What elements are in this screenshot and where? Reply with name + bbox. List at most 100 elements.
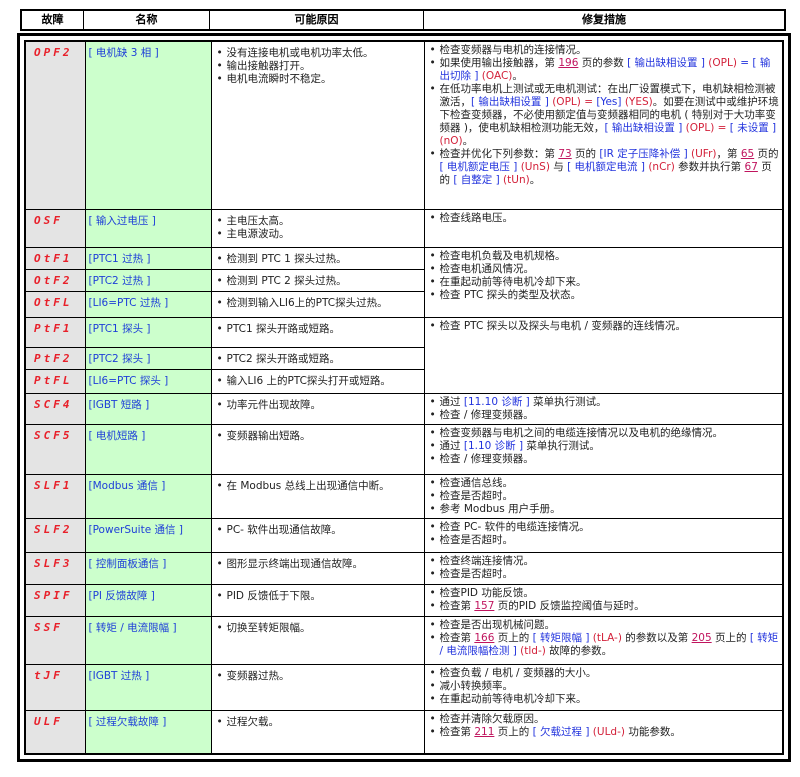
cause-list: PID 反馈低于下限。	[215, 590, 421, 603]
possible-causes: 功率元件出现故障。	[210, 392, 425, 425]
table-row: SCF4[IGBT 短路 ]功率元件出现故障。通过 [11.10 诊断 ] 菜单…	[24, 392, 784, 425]
possible-causes: 过程欠载。	[210, 709, 425, 755]
remedy-list: 检查电机负载及电机规格。检查电机通风情况。在重起动前等待电机冷却下来。检查 PT…	[428, 250, 780, 302]
remedy-cell: 检查PID 功能反馈。检查第 157 页的PID 反馈监控阈值与延时。	[423, 583, 784, 617]
cause-item: 电机电流瞬时不稳定。	[215, 73, 421, 86]
remedy-item: 检查PID 功能反馈。	[428, 587, 780, 600]
remedy-item: 检查电机负载及电机规格。	[428, 250, 780, 263]
table-row: OtF1[PTC1 过热 ]检测到 PTC 1 探头过热。检查电机负载及电机规格…	[24, 246, 784, 318]
parameter-name: = [ 输出切除 ]	[439, 57, 771, 82]
remedy-item: 检查 PTC 探头以及探头与电机 / 变频器的连线情况。	[428, 320, 780, 333]
table-row: SSF[ 转矩 / 电流限幅 ]切换至转矩限幅。检查是否出现机械问题。检查第 1…	[24, 615, 784, 665]
remedy-text: 菜单执行测试。	[529, 395, 607, 408]
remedy-text: 页的	[754, 148, 779, 160]
fault-name: [LI6=PTC 探头 ]	[84, 368, 212, 394]
header-cause: 可能原因	[210, 11, 424, 29]
parameter-name: [ 输出缺相设置 ]	[627, 57, 705, 69]
possible-causes: 变频器过热。	[210, 663, 425, 711]
table-row: ULF[ 过程欠载故障 ]过程欠载。检查并清除欠载原因。检查第 211 页上的 …	[24, 709, 784, 755]
remedy-text: 检查通信总线。	[439, 476, 514, 489]
cause-item: 主电压太高。	[215, 215, 421, 228]
remedy-list: 检查 PTC 探头以及探头与电机 / 变频器的连线情况。	[428, 320, 780, 333]
fault-code: OPF2	[24, 40, 86, 210]
remedy-text: ，第	[716, 148, 741, 160]
possible-causes: 切换至转矩限幅。	[210, 615, 425, 665]
fault-table: OPF2[ 电机缺 3 相 ]没有连接电机或电机功率太低。输出接触器打开。电机电…	[24, 40, 784, 755]
remedy-cell: 检查线路电压。	[423, 208, 784, 248]
remedy-item: 检查并优化下列参数：第 73 页的 [IR 定子压降补偿 ] (UFr)，第 6…	[428, 148, 780, 187]
parameter-name: [1.10 诊断 ]	[463, 439, 524, 452]
parameter-name: [IR 定子压降补偿 ]	[599, 148, 688, 160]
possible-causes: 输入LI6 上的PTC探头打开或短路。	[210, 368, 425, 394]
fault-name: [PTC2 探头 ]	[84, 346, 212, 370]
table-row: SCF5[ 电机短路 ]变频器输出短路。检查变频器与电机之间的电缆连接情况以及电…	[24, 423, 784, 475]
fault-name: [ 控制面板通信 ]	[84, 551, 212, 585]
fault-code: SSF	[24, 615, 86, 665]
cause-list: 在 Modbus 总线上出现通信中断。	[215, 480, 421, 493]
cause-item: 图形显示终端出现通信故障。	[215, 558, 421, 571]
remedy-text: 在重起动前等待电机冷却下来。	[439, 275, 587, 288]
parameter-code: (nCr)	[644, 161, 675, 173]
table-row: SLF1[Modbus 通信 ]在 Modbus 总线上出现通信中断。检查通信总…	[24, 473, 784, 519]
fault-code: ULF	[24, 709, 86, 755]
parameter-name: [Yes]	[596, 96, 622, 108]
remedy-text: 检查终端连接情况。	[439, 554, 535, 567]
fault-name: [PI 反馈故障 ]	[84, 583, 212, 617]
remedy-text: 参考 Modbus 用户手册。	[439, 502, 561, 515]
table-row: PtF1[PTC1 探头 ]PTC1 探头开路或短路。 检查 PTC 探头以及探头…	[24, 316, 784, 394]
remedy-text: 检查负载 / 电机 / 变频器的大小。	[439, 666, 597, 679]
cause-item: 功率元件出现故障。	[215, 399, 421, 412]
remedy-item: 检查线路电压。	[428, 212, 780, 225]
fault-code: SLF3	[24, 551, 86, 585]
remedy-list: 检查终端连接情况。检查是否超时。	[428, 555, 780, 581]
cause-list: 检测到 PTC 1 探头过热。	[215, 253, 421, 266]
remedy-text: 检查线路电压。	[439, 211, 514, 224]
remedy-item: 检查变频器与电机的连接情况。	[428, 44, 780, 57]
parameter-code: (YES)	[621, 96, 653, 108]
parameter-code: (UnS)	[517, 161, 550, 173]
possible-causes: 检测到输入LI6上的PTC探头过热。	[210, 290, 425, 318]
remedy-text: 检查电机通风情况。	[439, 262, 535, 275]
remedy-text: 页的	[571, 148, 600, 160]
cause-item: 切换至转矩限幅。	[215, 622, 421, 635]
remedy-cell: 检查终端连接情况。检查是否超时。	[423, 551, 784, 585]
cause-list: 输入LI6 上的PTC探头打开或短路。	[215, 375, 421, 388]
remedy-text: 在重起动前等待电机冷却下来。	[439, 692, 587, 705]
remedy-list: 检查 PC- 软件的电缆连接情况。检查是否超时。	[428, 521, 780, 547]
remedy-item: 检查 / 修理变频器。	[428, 409, 780, 422]
parameter-name: [11.10 诊断 ]	[463, 395, 530, 408]
remedy-text: 页的PID 反馈监控阈值与延时。	[494, 599, 645, 612]
remedy-text: 的参数以及第	[621, 631, 692, 644]
remedy-text: 页上的	[494, 725, 533, 738]
page-reference: 73	[558, 148, 572, 160]
parameter-name: [ 转矩限幅 ]	[532, 631, 590, 644]
page-reference: 211	[474, 725, 495, 738]
remedy-text: 页上的	[494, 631, 533, 644]
fault-name: [PowerSuite 通信 ]	[84, 517, 212, 553]
parameter-code: (nO)	[439, 135, 463, 147]
remedy-text: 检查是否超时。	[439, 489, 514, 502]
remedy-text: 检查变频器与电机之间的电缆连接情况以及电机的绝缘情况。	[439, 426, 724, 439]
remedy-text: 检查PID 功能反馈。	[439, 586, 534, 599]
parameter-code: (tUn)	[499, 174, 530, 186]
parameter-code: (OPL) =	[548, 96, 597, 108]
cause-list: 检测到输入LI6上的PTC探头过热。	[215, 297, 421, 310]
remedy-item: 参考 Modbus 用户手册。	[428, 503, 780, 516]
cause-item: 输入LI6 上的PTC探头打开或短路。	[215, 375, 421, 388]
remedy-item: 检查是否超时。	[428, 568, 780, 581]
possible-causes: 主电压太高。主电源波动。	[210, 208, 425, 248]
remedy-text: 故障的参数。	[545, 644, 613, 657]
remedy-text: 页的	[439, 161, 772, 186]
cause-item: PTC1 探头开路或短路。	[215, 323, 421, 336]
table-row: PtFL[LI6=PTC 探头 ]输入LI6 上的PTC探头打开或短路。	[24, 368, 783, 394]
table-row: tJF[IGBT 过热 ]变频器过热。检查负载 / 电机 / 变频器的大小。减小…	[24, 663, 784, 711]
cause-list: PC- 软件出现通信故障。	[215, 524, 421, 537]
remedy-text: 检查是否超时。	[439, 533, 514, 546]
remedy-text: 检查电机负载及电机规格。	[439, 249, 566, 262]
remedy-text: 检查并优化下列参数：第	[439, 148, 559, 160]
cause-item: PID 反馈低于下限。	[215, 590, 421, 603]
remedy-text: 检查变频器与电机的连接情况。	[439, 44, 587, 56]
parameter-name: [ 输出缺相设置 ]	[471, 96, 549, 108]
possible-causes: 图形显示终端出现通信故障。	[210, 551, 425, 585]
remedy-text: 检查 PTC 探头的类型及状态。	[439, 288, 582, 301]
